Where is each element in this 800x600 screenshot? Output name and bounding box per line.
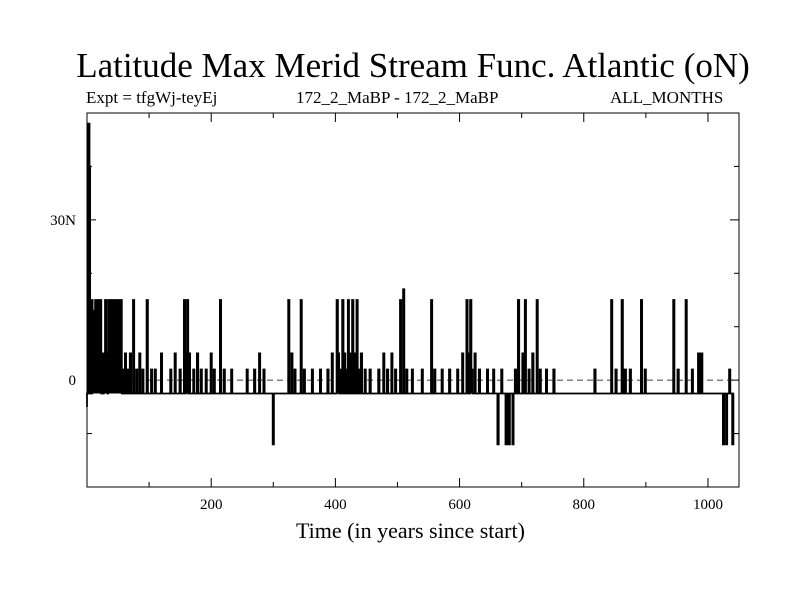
x-tick-label: 400 [324, 497, 347, 513]
y-tick-label: 30N [50, 213, 76, 229]
experiment-label: Expt = tfgWj-teyEj [86, 88, 218, 107]
x-tick-label: 800 [573, 497, 596, 513]
x-tick-label: 600 [448, 497, 471, 513]
chart-title: Latitude Max Merid Stream Func. Atlantic… [76, 46, 750, 85]
y-tick-label: 0 [69, 373, 77, 389]
data-series-line [86, 122, 735, 446]
x-tick-label: 1000 [693, 497, 723, 513]
period-label: 172_2_MaBP - 172_2_MaBP [296, 88, 499, 107]
x-tick-label: 200 [200, 497, 223, 513]
x-axis-label: Time (in years since start) [296, 518, 525, 543]
months-label: ALL_MONTHS [610, 88, 724, 107]
